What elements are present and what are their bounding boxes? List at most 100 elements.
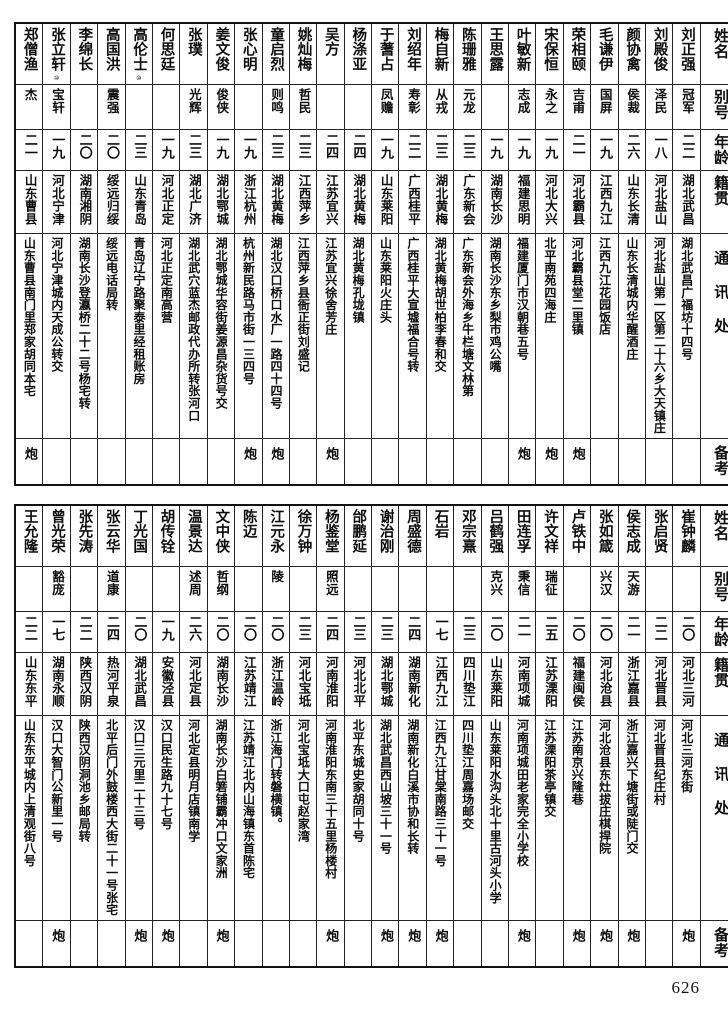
age-text: 二〇 bbox=[487, 615, 503, 642]
cell-name: 梅自新 bbox=[425, 22, 455, 86]
cell-origin: 河北宝坻 bbox=[288, 652, 318, 717]
cell-origin: 湖南湘阴 bbox=[69, 170, 99, 235]
address-text: 江西九江甘棠南路三十一号 bbox=[433, 719, 448, 867]
age-text: 二一 bbox=[21, 133, 37, 161]
cell-address: 河北正定南高营 bbox=[151, 233, 181, 440]
address-text: 河北霸县堂二里镇 bbox=[570, 237, 585, 336]
roster-table-top: 郑僧渔 张立轩 ⑩ 李绵长 高国洪 高伦士 ⑩ 何思廷 张璞 姜文俊 张心明 童启烈 姚灿梅 吴方 杨涤亚于… bbox=[14, 22, 728, 487]
cell-address: 江苏溧阳茶亭镇交 bbox=[535, 715, 564, 922]
cell-address: 湖北黄梅胡世柏李春和交 bbox=[425, 233, 455, 440]
cell-note: 炮 bbox=[14, 438, 44, 486]
age-text: 二四 bbox=[103, 615, 119, 642]
origin-text: 绥远归绥 bbox=[104, 174, 120, 226]
cell-alias: 震强 bbox=[97, 84, 126, 131]
name-text: 刘绍年 bbox=[405, 27, 422, 72]
age-text: 二一 bbox=[569, 133, 585, 161]
cell-address: 湖北武穴蓝杰邮政代办所转张河口 bbox=[179, 233, 208, 440]
origin-text: 山东青岛 bbox=[132, 174, 148, 226]
origin-text: 河北正定 bbox=[159, 174, 175, 226]
name-text: 邓宗熹 bbox=[459, 509, 476, 554]
cell-address: 汉口三元里二十三号 bbox=[124, 715, 153, 922]
age-text: 二五 bbox=[542, 615, 558, 642]
cell-note bbox=[179, 438, 208, 486]
cell-note bbox=[288, 920, 318, 968]
age-text: 一九 bbox=[597, 133, 613, 161]
origin-text: 湖南湘阴 bbox=[77, 174, 93, 226]
cell-name: 宋保恒 bbox=[535, 22, 564, 86]
cell-age: 一九 bbox=[42, 129, 71, 172]
footnote-marker: ⑩ bbox=[53, 75, 60, 83]
row-header-label: 姓名 bbox=[712, 510, 728, 542]
cell-name: 王允隆 bbox=[14, 504, 44, 568]
row-header-label: 籍贯 bbox=[712, 657, 728, 689]
name-text: 刘正强 bbox=[678, 27, 695, 72]
roster-table-top-container: 郑僧渔 张立轩 ⑩ 李绵长 高国洪 高伦士 ⑩ 何思廷 张璞 姜文俊 张心明 童启烈 姚灿梅 吴方 杨涤亚于… bbox=[14, 22, 728, 487]
age-text: 二四 bbox=[405, 615, 421, 642]
cell-age: 二〇 bbox=[124, 611, 153, 654]
row-origin: 山东东平 湖南永顺 陕西汉阴 热河平泉 湖北武昌 安徽泾县 河北定县 湖南长沙 江苏靖江 浙江温岭… bbox=[14, 652, 728, 717]
note-text: 炮 bbox=[213, 929, 229, 943]
cell-age: 二三 bbox=[453, 129, 482, 172]
cell-alias: 永之 bbox=[535, 84, 564, 131]
age-text: 一九 bbox=[514, 133, 530, 161]
cell-address: 绥远电话局转 bbox=[97, 233, 126, 440]
cell-alias bbox=[124, 84, 153, 131]
age-text: 二〇 bbox=[268, 615, 284, 642]
cell-origin: 山东青岛 bbox=[124, 170, 153, 235]
cell-age: 二一 bbox=[14, 129, 44, 172]
cell-name: 刘绍年 bbox=[398, 22, 427, 86]
cell-name: 毛谦伊 bbox=[590, 22, 619, 86]
cell-address: 湖北武昌广福坊十四号 bbox=[672, 233, 701, 440]
cell-alias: 天游 bbox=[617, 566, 646, 613]
cell-name: 张云华 bbox=[97, 504, 126, 568]
cell-address: 青岛辽宁路聚泰里经租账房 bbox=[124, 233, 153, 440]
age-text: 二〇 bbox=[76, 133, 92, 161]
cell-origin: 湖南永顺 bbox=[42, 652, 71, 717]
cell-age: 二〇 bbox=[69, 129, 99, 172]
address-text: 湖南新化白溪市协和长转 bbox=[405, 719, 420, 855]
cell-address: 广东新会外海乡牛栏塘文林第 bbox=[453, 233, 482, 440]
address-text: 河北宝坻大口屯赵家湾 bbox=[296, 719, 311, 843]
note-text: 炮 bbox=[679, 929, 695, 943]
cell-name: 田连孚 bbox=[508, 504, 537, 568]
cell-note: 炮 bbox=[672, 920, 701, 968]
address-text: 浙江海门转磐横镇。 bbox=[268, 719, 283, 830]
cell-note bbox=[644, 920, 674, 968]
name-text: 张如箴 bbox=[596, 509, 613, 554]
cell-age: 二三 bbox=[343, 611, 373, 654]
origin-text: 湖南永顺 bbox=[49, 656, 65, 708]
address-text: 青岛辽宁路聚泰里经租账房 bbox=[131, 237, 146, 386]
cell-address: 江苏南京兴隆巷 bbox=[562, 715, 592, 922]
cell-note: 炮 bbox=[425, 920, 455, 968]
origin-text: 湖北武昌 bbox=[132, 656, 148, 708]
name-text: 陈迈 bbox=[240, 509, 257, 539]
cell-origin: 福建思明 bbox=[508, 170, 537, 235]
row-header-age: 年龄 bbox=[699, 611, 728, 654]
name-text: 文中侠 bbox=[213, 509, 230, 554]
alias-text: 杰 bbox=[22, 88, 38, 102]
alias-text: 国屏 bbox=[597, 88, 613, 115]
cell-origin: 湖北黄梅 bbox=[261, 170, 290, 235]
note-text: 炮 bbox=[569, 447, 585, 461]
cell-origin: 河北沧县 bbox=[590, 652, 619, 717]
address-text: 江西萍乡县衙正街刘盛记 bbox=[296, 237, 311, 373]
cell-origin: 河北定县 bbox=[179, 652, 208, 717]
cell-origin: 浙江杭州 bbox=[234, 170, 263, 235]
row-name: 王允隆 曾光荣 张先涛 张云华 丁光国 胡传铨 温景达 文中侠 陈迈 江元永 徐万钟 杨鉴堂 邰鹏延 谢治… bbox=[14, 504, 728, 568]
cell-address: 北平南苑四海庄 bbox=[535, 233, 564, 440]
cell-note bbox=[151, 438, 181, 486]
cell-origin: 河北三河 bbox=[672, 652, 701, 717]
cell-address: 山东曹县南门里郑家胡同本宅 bbox=[14, 233, 44, 440]
alias-text: 泽民 bbox=[652, 88, 668, 115]
cell-note: 炮 bbox=[398, 920, 427, 968]
name-text: 崔钟麟 bbox=[678, 509, 695, 554]
cell-alias: 俊侠 bbox=[206, 84, 236, 131]
row-address: 山东东平城内上清观街八号 汉口大智门公新里一号 陕西汉阴洞池乡邮局转 北平后门外鼓楼西… bbox=[14, 715, 728, 922]
row-header-name: 姓名 bbox=[699, 504, 728, 568]
cell-note bbox=[261, 920, 290, 968]
alias-text: 则鸣 bbox=[269, 88, 285, 115]
row-address: 山东曹县南门里郑家胡同本宅 河北宁津城内天成公转交 湖南长沙登瀛桥二十二号杨宅转 绥远… bbox=[14, 233, 728, 440]
cell-name: 童启烈 bbox=[261, 22, 290, 86]
cell-name: 高伦士 ⑩ bbox=[124, 22, 153, 86]
